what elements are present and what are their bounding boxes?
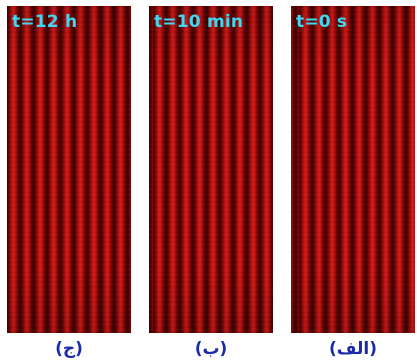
panel-caption-c: (ج)	[55, 339, 83, 359]
fringe-image-panel-10min: t=10 min	[149, 6, 273, 333]
panel-caption-a: (الف)	[329, 339, 377, 359]
panel-caption-b: (ب)	[194, 339, 228, 359]
time-label-12h: t=12 h	[12, 12, 78, 32]
fringe-image-panel-12h: t=12 h	[7, 6, 131, 333]
time-label-0s: t=0 s	[296, 12, 348, 32]
fringe-image-panel-0s: t=0 s	[291, 6, 415, 333]
time-label-10min: t=10 min	[154, 12, 244, 32]
